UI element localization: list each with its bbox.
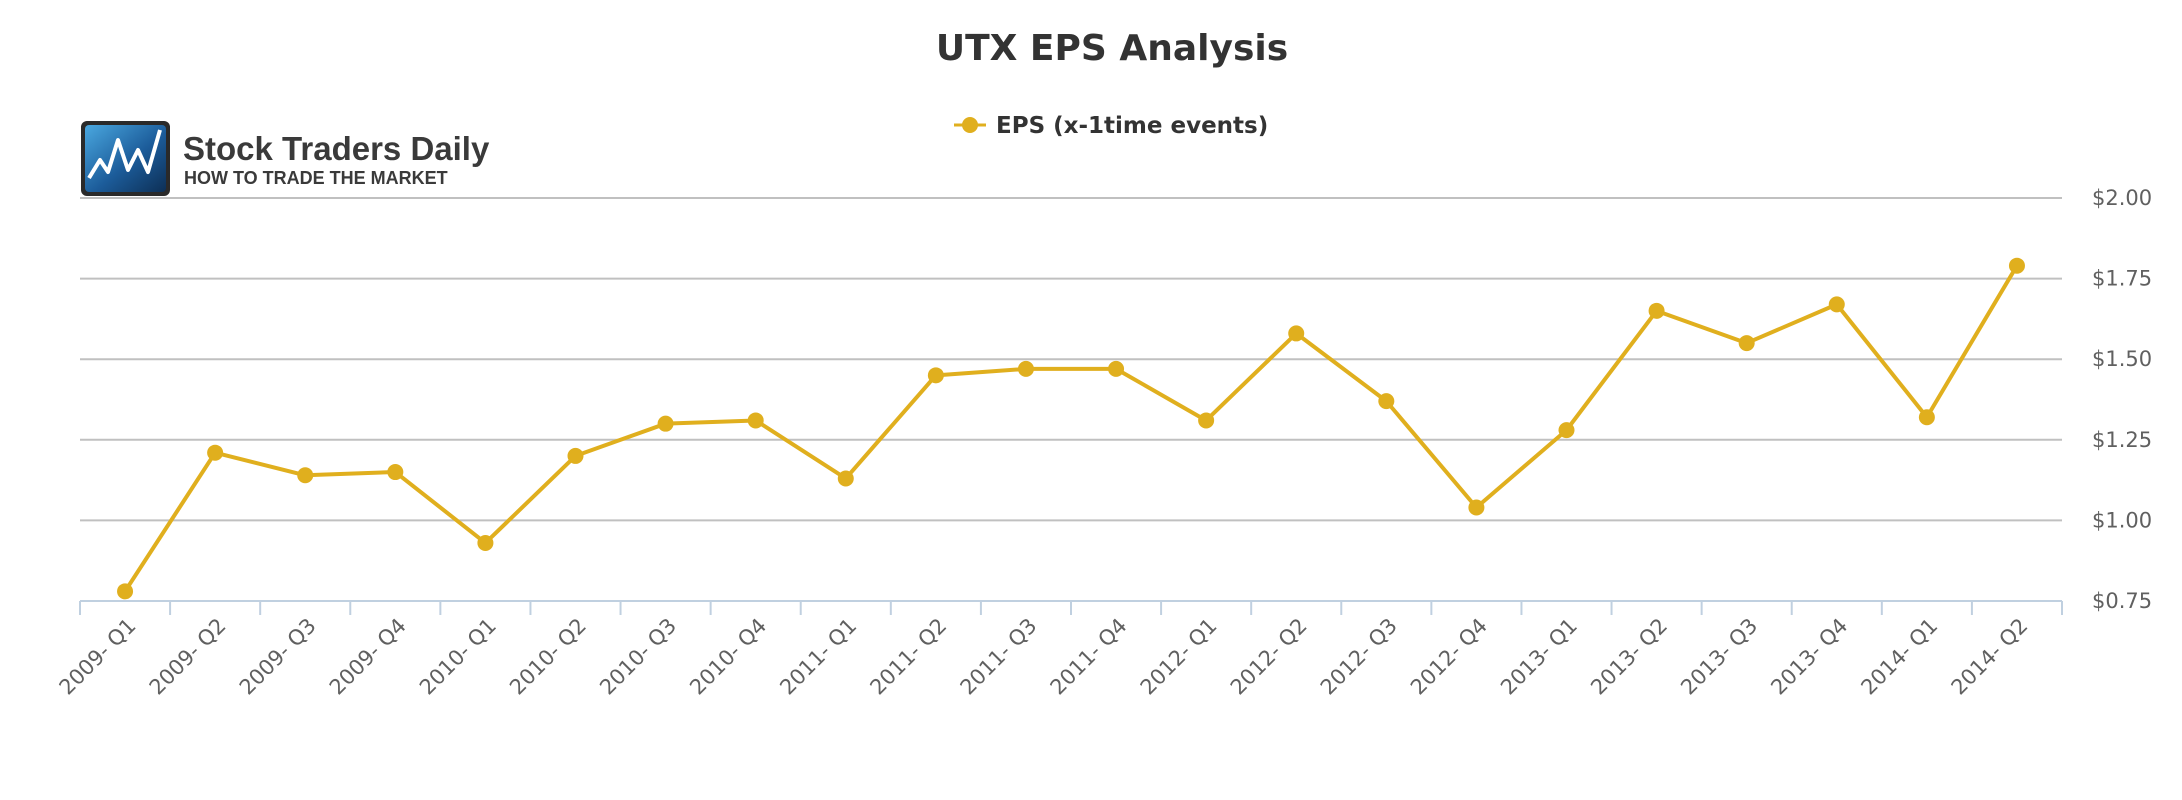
x-tick-label: 2011- Q1 bbox=[775, 614, 861, 700]
series-eps[interactable] bbox=[117, 257, 2025, 600]
legend-marker bbox=[962, 117, 978, 133]
x-tick-label: 2009- Q1 bbox=[55, 614, 141, 700]
chart-title: UTX EPS Analysis bbox=[936, 28, 1288, 69]
data-point[interactable] bbox=[1738, 335, 1755, 352]
y-tick-label: $1.50 bbox=[2092, 347, 2152, 371]
legend[interactable]: EPS (x-1time events) bbox=[954, 113, 1268, 139]
data-point[interactable] bbox=[1378, 393, 1395, 410]
data-point[interactable] bbox=[1017, 360, 1034, 377]
x-tick-label: 2013- Q1 bbox=[1496, 614, 1582, 700]
x-tick-label: 2009- Q2 bbox=[145, 614, 231, 700]
data-point[interactable] bbox=[207, 444, 224, 461]
x-tick-label: 2012- Q4 bbox=[1406, 614, 1492, 700]
x-tick-label: 2013- Q3 bbox=[1676, 614, 1762, 700]
data-point[interactable] bbox=[1918, 409, 1935, 426]
x-tick-label: 2010- Q4 bbox=[685, 614, 771, 700]
data-point[interactable] bbox=[657, 415, 674, 432]
data-point[interactable] bbox=[837, 470, 854, 487]
logo-tagline: HOW TO TRADE THE MARKET bbox=[184, 168, 448, 188]
data-point[interactable] bbox=[1198, 412, 1215, 429]
y-tick-label: $1.25 bbox=[2092, 428, 2152, 452]
x-tick-label: 2011- Q2 bbox=[865, 614, 951, 700]
x-tick-label: 2012- Q3 bbox=[1316, 614, 1402, 700]
stock-traders-daily-logo: Stock Traders Daily HOW TO TRADE THE MAR… bbox=[81, 121, 490, 196]
y-tick-label: $0.75 bbox=[2092, 589, 2152, 613]
logo-chart-icon bbox=[87, 129, 162, 180]
data-point[interactable] bbox=[927, 367, 944, 384]
grid-lines bbox=[80, 197, 2062, 522]
x-tick-label: 2010- Q2 bbox=[505, 614, 591, 700]
data-point[interactable] bbox=[1558, 422, 1575, 439]
data-point[interactable] bbox=[1648, 302, 1665, 319]
data-point[interactable] bbox=[1288, 325, 1305, 342]
x-tick-label: 2013- Q4 bbox=[1766, 614, 1852, 700]
x-tick-label: 2009- Q4 bbox=[325, 614, 411, 700]
data-point[interactable] bbox=[117, 583, 134, 600]
y-axis: $0.75 $1.00 $1.25 $1.50 $1.75 $2.00 bbox=[2092, 186, 2152, 613]
x-tick-label: 2012- Q2 bbox=[1226, 614, 1312, 700]
data-point[interactable] bbox=[297, 467, 314, 484]
x-tick-label: 2010- Q3 bbox=[595, 614, 681, 700]
x-tick-label: 2011- Q4 bbox=[1046, 614, 1132, 700]
data-point[interactable] bbox=[387, 464, 404, 481]
y-tick-label: $1.75 bbox=[2092, 267, 2152, 291]
data-point[interactable] bbox=[2008, 257, 2025, 274]
x-axis: 2009- Q1 2009- Q2 2009- Q3 2009- Q4 2010- Q1… bbox=[55, 600, 2063, 700]
data-point[interactable] bbox=[567, 447, 584, 464]
data-point[interactable] bbox=[747, 412, 764, 429]
data-point[interactable] bbox=[1468, 499, 1485, 516]
series-line bbox=[123, 264, 2019, 593]
x-tick-label: 2011- Q3 bbox=[956, 614, 1042, 700]
x-tick-label: 2013- Q2 bbox=[1586, 614, 1672, 700]
legend-label: EPS (x-1time events) bbox=[996, 113, 1268, 139]
logo-name: Stock Traders Daily bbox=[183, 130, 490, 167]
x-tick-label: 2014- Q2 bbox=[1947, 614, 2033, 700]
x-tick-label: 2014- Q1 bbox=[1856, 614, 1942, 700]
x-tick-label: 2010- Q1 bbox=[415, 614, 501, 700]
x-tick-label: 2009- Q3 bbox=[235, 614, 321, 700]
y-tick-label: $2.00 bbox=[2092, 186, 2152, 210]
data-point[interactable] bbox=[1108, 360, 1125, 377]
x-tick-label: 2012- Q1 bbox=[1136, 614, 1222, 700]
data-point[interactable] bbox=[477, 534, 494, 551]
data-point[interactable] bbox=[1828, 296, 1845, 313]
y-tick-label: $1.00 bbox=[2092, 508, 2152, 532]
